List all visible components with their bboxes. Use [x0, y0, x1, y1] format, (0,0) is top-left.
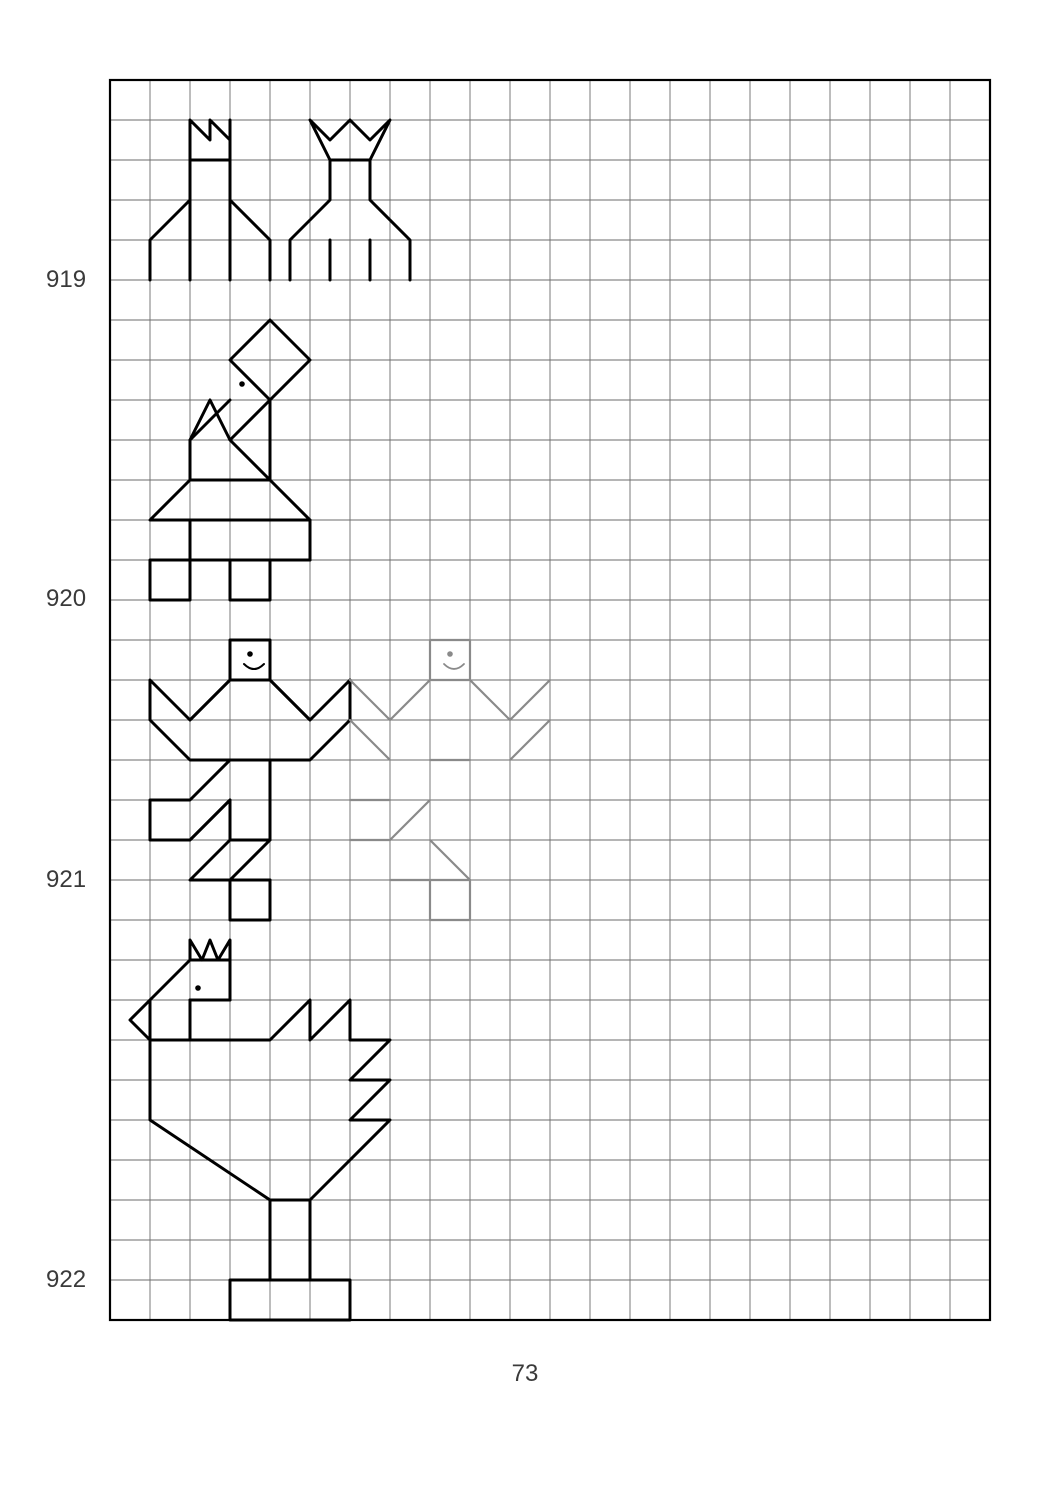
page-number: 73 [0, 1360, 1050, 1388]
label-920: 920 [46, 585, 86, 613]
figures-layer [108, 78, 992, 1322]
label-921: 921 [46, 866, 86, 894]
label-919: 919 [46, 266, 86, 294]
label-922: 922 [46, 1266, 86, 1294]
worksheet-page: 919 920 921 922 73 [0, 0, 1050, 1485]
